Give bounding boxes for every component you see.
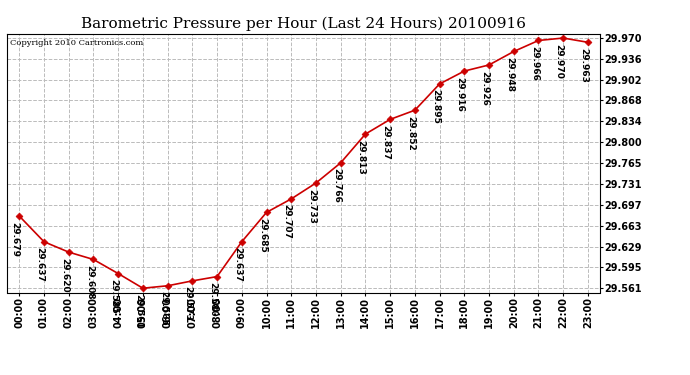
Text: 29.733: 29.733 [307,189,316,224]
Text: 29.580: 29.580 [208,282,217,317]
Text: 29.852: 29.852 [406,116,415,150]
Text: 29.637: 29.637 [233,247,242,282]
Text: 29.679: 29.679 [10,222,19,256]
Text: 29.561: 29.561 [135,294,144,328]
Text: 29.565: 29.565 [159,291,168,326]
Text: 29.573: 29.573 [184,286,193,321]
Text: 29.585: 29.585 [110,279,119,314]
Text: 29.837: 29.837 [382,125,391,160]
Text: 29.813: 29.813 [357,140,366,174]
Text: 29.766: 29.766 [332,168,341,203]
Text: 29.970: 29.970 [555,44,564,78]
Text: 29.895: 29.895 [431,90,440,124]
Text: 29.620: 29.620 [60,258,69,292]
Text: 29.948: 29.948 [505,57,514,92]
Text: 29.916: 29.916 [455,76,464,111]
Text: 29.707: 29.707 [283,204,292,239]
Title: Barometric Pressure per Hour (Last 24 Hours) 20100916: Barometric Pressure per Hour (Last 24 Ho… [81,17,526,31]
Text: 29.926: 29.926 [480,70,489,105]
Text: 29.685: 29.685 [258,218,267,253]
Text: Copyright 2010 Cartronics.com: Copyright 2010 Cartronics.com [10,39,143,47]
Text: 29.637: 29.637 [35,247,44,282]
Text: 29.608: 29.608 [85,265,94,300]
Text: 29.963: 29.963 [580,48,589,83]
Text: 29.966: 29.966 [530,46,539,81]
